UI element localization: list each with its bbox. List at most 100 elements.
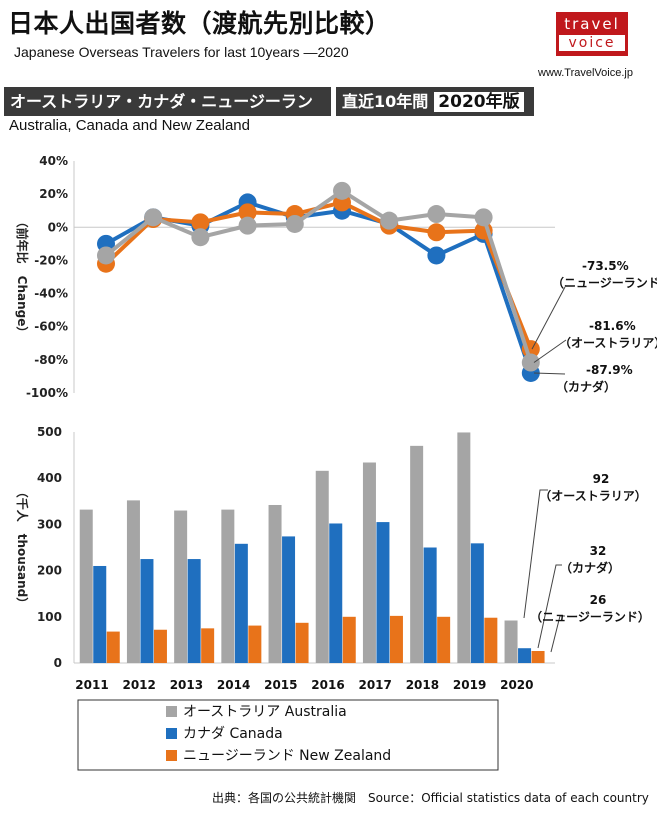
line-point-new_zealand [427,223,446,242]
travelvoice-logo[interactable]: travel voice [556,12,628,56]
line-y-tick-label: 20% [39,187,68,201]
legend-label-australia: オーストラリア Australia [183,704,347,720]
bar-australia [315,470,329,663]
legend-swatch-australia [166,706,177,717]
bar-canada [282,536,296,663]
bar-new_zealand [201,628,215,663]
line-point-new_zealand [238,203,257,222]
line-point-australia [333,181,351,200]
bar-y-tick-label: 500 [37,425,62,439]
line-point-australia [474,208,493,227]
line-point-australia [285,214,304,233]
line-point-australia [380,211,399,230]
bar-annotation-value: 92 [593,472,610,486]
bar-x-tick-label: 2013 [170,678,203,692]
bar-x-tick-label: 2015 [264,678,297,692]
line-series-canada [105,200,533,374]
line-point-australia [238,216,257,235]
bar-australia [362,462,376,663]
bar-new_zealand [295,622,309,663]
bar-australia [268,504,282,663]
leader-line-bar-ca [537,564,562,649]
edition-label: 2020年版 [434,92,524,112]
legend-label-canada: カナダ Canada [183,726,283,742]
bar-annotation-label: （ニュージーランド） [530,609,650,624]
line-y-tick-label: -80% [34,353,68,367]
source-note: 出典：各国の公共統計機関 Source：Official statistics … [212,791,649,805]
line-point-australia [521,353,540,372]
bar-canada [187,559,201,663]
bar-canada [329,523,343,663]
line-y-tick-label: -40% [34,287,68,301]
bar-new_zealand [153,629,167,663]
leader-line-nz [531,286,566,350]
bar-x-tick-label: 2012 [122,678,155,692]
bar-new_zealand [437,616,451,663]
logo-line-2: voice [559,35,625,51]
region-english: Australia, Canada and New Zealand [9,117,250,134]
line-point-australia [191,228,210,247]
bar-australia [79,509,93,663]
bar-australia [174,510,188,663]
bar-x-tick-label: 2014 [217,678,250,692]
line-annotation-value: -87.9% [586,363,633,377]
bar-y-axis-label: （千人 thousand） [15,486,30,609]
line-series-australia [104,188,533,364]
bar-canada [518,648,532,663]
line-y-tick-label: 40% [39,154,68,168]
bar-australia [221,509,235,663]
leader-line-bar-nz [550,615,565,653]
bar-y-tick-label: 0 [54,656,62,670]
line-point-australia [144,208,163,227]
line-point-new_zealand [191,213,210,232]
bar-canada [423,547,437,663]
bar-canada [234,543,248,663]
bar-australia [126,500,140,663]
chart-subtitle: Japanese Overseas Travelers for last 10y… [14,44,349,60]
bar-canada [376,522,390,663]
line-annotation-value: -81.6% [589,319,636,333]
line-annotation-label: （ニュージーランド） [552,275,657,290]
line-annotation-label: （カナダ） [556,379,616,394]
line-point-canada [427,246,446,265]
bar-y-tick-label: 100 [37,610,62,624]
bar-x-tick-label: 2018 [406,678,439,692]
bar-x-tick-label: 2017 [358,678,391,692]
bar-australia [457,432,471,663]
bar-new_zealand [342,616,356,663]
line-y-tick-label: -60% [34,320,68,334]
line-y-tick-label: 0% [48,220,68,234]
bar-australia [410,445,424,663]
leader-line-ca [533,372,566,375]
bar-y-tick-label: 300 [37,517,62,531]
legend-box [77,699,499,771]
legend-label-new_zealand: ニュージーランド New Zealand [183,748,391,764]
line-y-axis-label: （前年比 Change） [15,216,30,339]
bar-canada [470,543,484,663]
bar-canada [140,559,154,663]
bar-y-tick-label: 200 [37,564,62,578]
bar-annotation-label: （オーストラリア） [539,488,646,503]
chart-title: 日本人出国者数（渡航先別比較） [8,9,391,38]
logo-line-1: travel [564,15,620,33]
period-tag: 直近10年間 2020年版 [336,87,534,116]
legend-swatch-canada [166,728,177,739]
bar-y-tick-label: 400 [37,471,62,485]
line-annotation-value: -73.5% [582,259,629,273]
bar-new_zealand [531,650,545,663]
bar-new_zealand [106,631,120,663]
bar-x-tick-label: 2011 [75,678,108,692]
bar-new_zealand [389,615,403,663]
site-url[interactable]: www.TravelVoice.jp [538,67,633,79]
region-tag: オーストラリア・カナダ・ニュージーランド [4,87,331,140]
bar-annotation-value: 32 [590,544,607,558]
bar-x-tick-label: 2019 [453,678,486,692]
line-point-australia [427,205,446,224]
line-y-tick-label: -20% [34,253,68,267]
line-point-australia [97,246,115,265]
bar-australia [504,620,518,663]
leader-line-au [533,339,567,363]
bar-canada [93,565,107,663]
bar-x-tick-label: 2020 [500,678,533,692]
